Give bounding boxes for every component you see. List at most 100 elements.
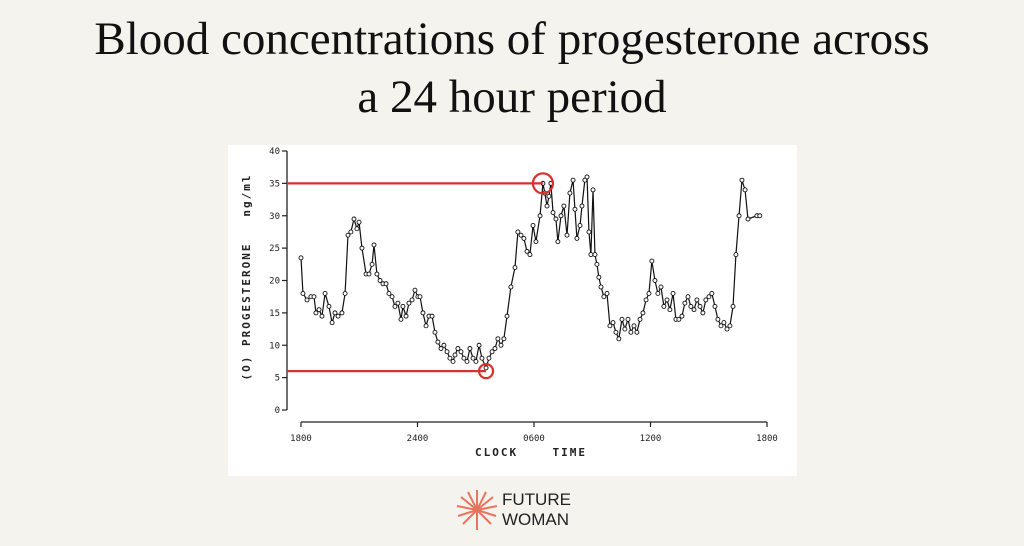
data-point <box>435 339 441 345</box>
x-tick-label: 2400 <box>407 434 429 444</box>
data-point <box>625 316 631 322</box>
data-point <box>567 190 573 196</box>
data-point <box>733 252 739 258</box>
data-point <box>300 290 306 296</box>
data-point <box>473 358 479 364</box>
data-point <box>406 300 412 306</box>
data-point <box>584 174 590 180</box>
data-point <box>512 265 518 271</box>
data-point <box>348 229 354 235</box>
data-point <box>521 235 527 241</box>
data-point <box>389 294 395 300</box>
data-point <box>745 216 751 222</box>
logo-icon <box>456 490 498 530</box>
data-point <box>304 297 310 303</box>
data-point <box>447 355 453 361</box>
data-point <box>727 323 733 329</box>
data-point <box>676 316 682 322</box>
data-point <box>697 303 703 309</box>
data-point <box>742 187 748 193</box>
data-point <box>579 203 585 209</box>
data-point <box>634 329 640 335</box>
data-point <box>667 307 673 313</box>
data-point <box>574 235 580 241</box>
data-point <box>495 336 501 342</box>
data-point <box>313 310 319 316</box>
data-point <box>386 290 392 296</box>
data-point <box>628 329 634 335</box>
data-point <box>316 307 322 313</box>
data-point <box>601 294 607 300</box>
x-axis-label: CLOCK TIME <box>475 446 587 459</box>
data-point <box>518 232 524 238</box>
data-point <box>356 219 362 225</box>
data-point <box>483 365 489 371</box>
data-point <box>508 284 514 290</box>
data-point <box>498 342 504 348</box>
data-point <box>432 329 438 335</box>
data-point <box>550 210 556 215</box>
data-point <box>588 252 594 258</box>
data-point <box>572 206 578 212</box>
x-tick-label: 0600 <box>523 434 545 444</box>
data-point <box>398 316 404 322</box>
data-point <box>458 349 464 355</box>
data-point <box>637 316 643 322</box>
data-point <box>682 300 688 306</box>
reference-circle <box>477 363 495 380</box>
data-point <box>438 346 444 351</box>
data-point <box>646 290 652 296</box>
data-point <box>688 303 694 309</box>
data-point <box>476 342 482 348</box>
data-point <box>558 213 564 219</box>
data-point <box>596 274 602 280</box>
data-point <box>412 287 418 293</box>
data-point <box>592 252 598 258</box>
data-point <box>643 297 649 303</box>
data-point <box>649 258 655 264</box>
data-point <box>544 203 550 209</box>
data-point <box>461 355 467 361</box>
data-point <box>619 316 625 322</box>
data-point <box>691 307 697 313</box>
data-point <box>721 320 727 326</box>
data-point <box>326 303 332 309</box>
y-tick-label: 5 <box>275 374 280 384</box>
data-point <box>564 232 570 238</box>
y-tick-label: 0 <box>275 406 280 416</box>
y-tick-label: 35 <box>269 179 280 189</box>
data-point <box>400 303 406 309</box>
data-point <box>377 278 383 283</box>
data-point <box>631 323 637 329</box>
data-point <box>329 320 335 326</box>
data-point <box>700 310 706 316</box>
y-axis-label: (O) PROGESTERONE ng/ml <box>240 174 253 381</box>
data-point <box>577 223 583 228</box>
y-tick-label: 20 <box>269 277 280 287</box>
data-point <box>670 290 676 296</box>
data-point <box>467 346 473 351</box>
data-point <box>622 326 628 332</box>
data-point <box>409 297 415 303</box>
data-point <box>371 242 377 248</box>
data-point <box>359 245 365 251</box>
data-point <box>319 313 325 319</box>
data-point <box>736 213 742 219</box>
data-point <box>604 290 610 296</box>
data-point <box>712 303 718 309</box>
data-point <box>354 226 360 232</box>
data-point <box>555 239 561 245</box>
data-point <box>492 346 498 351</box>
data-point <box>486 355 492 361</box>
data-point <box>527 252 533 258</box>
data-point <box>616 336 622 342</box>
data-point <box>664 297 670 303</box>
data-point <box>640 310 646 316</box>
data-point <box>441 342 447 348</box>
data-point <box>501 336 507 342</box>
data-point <box>709 290 715 296</box>
data-point <box>730 303 736 309</box>
data-point <box>395 300 401 306</box>
data-point <box>298 255 304 261</box>
